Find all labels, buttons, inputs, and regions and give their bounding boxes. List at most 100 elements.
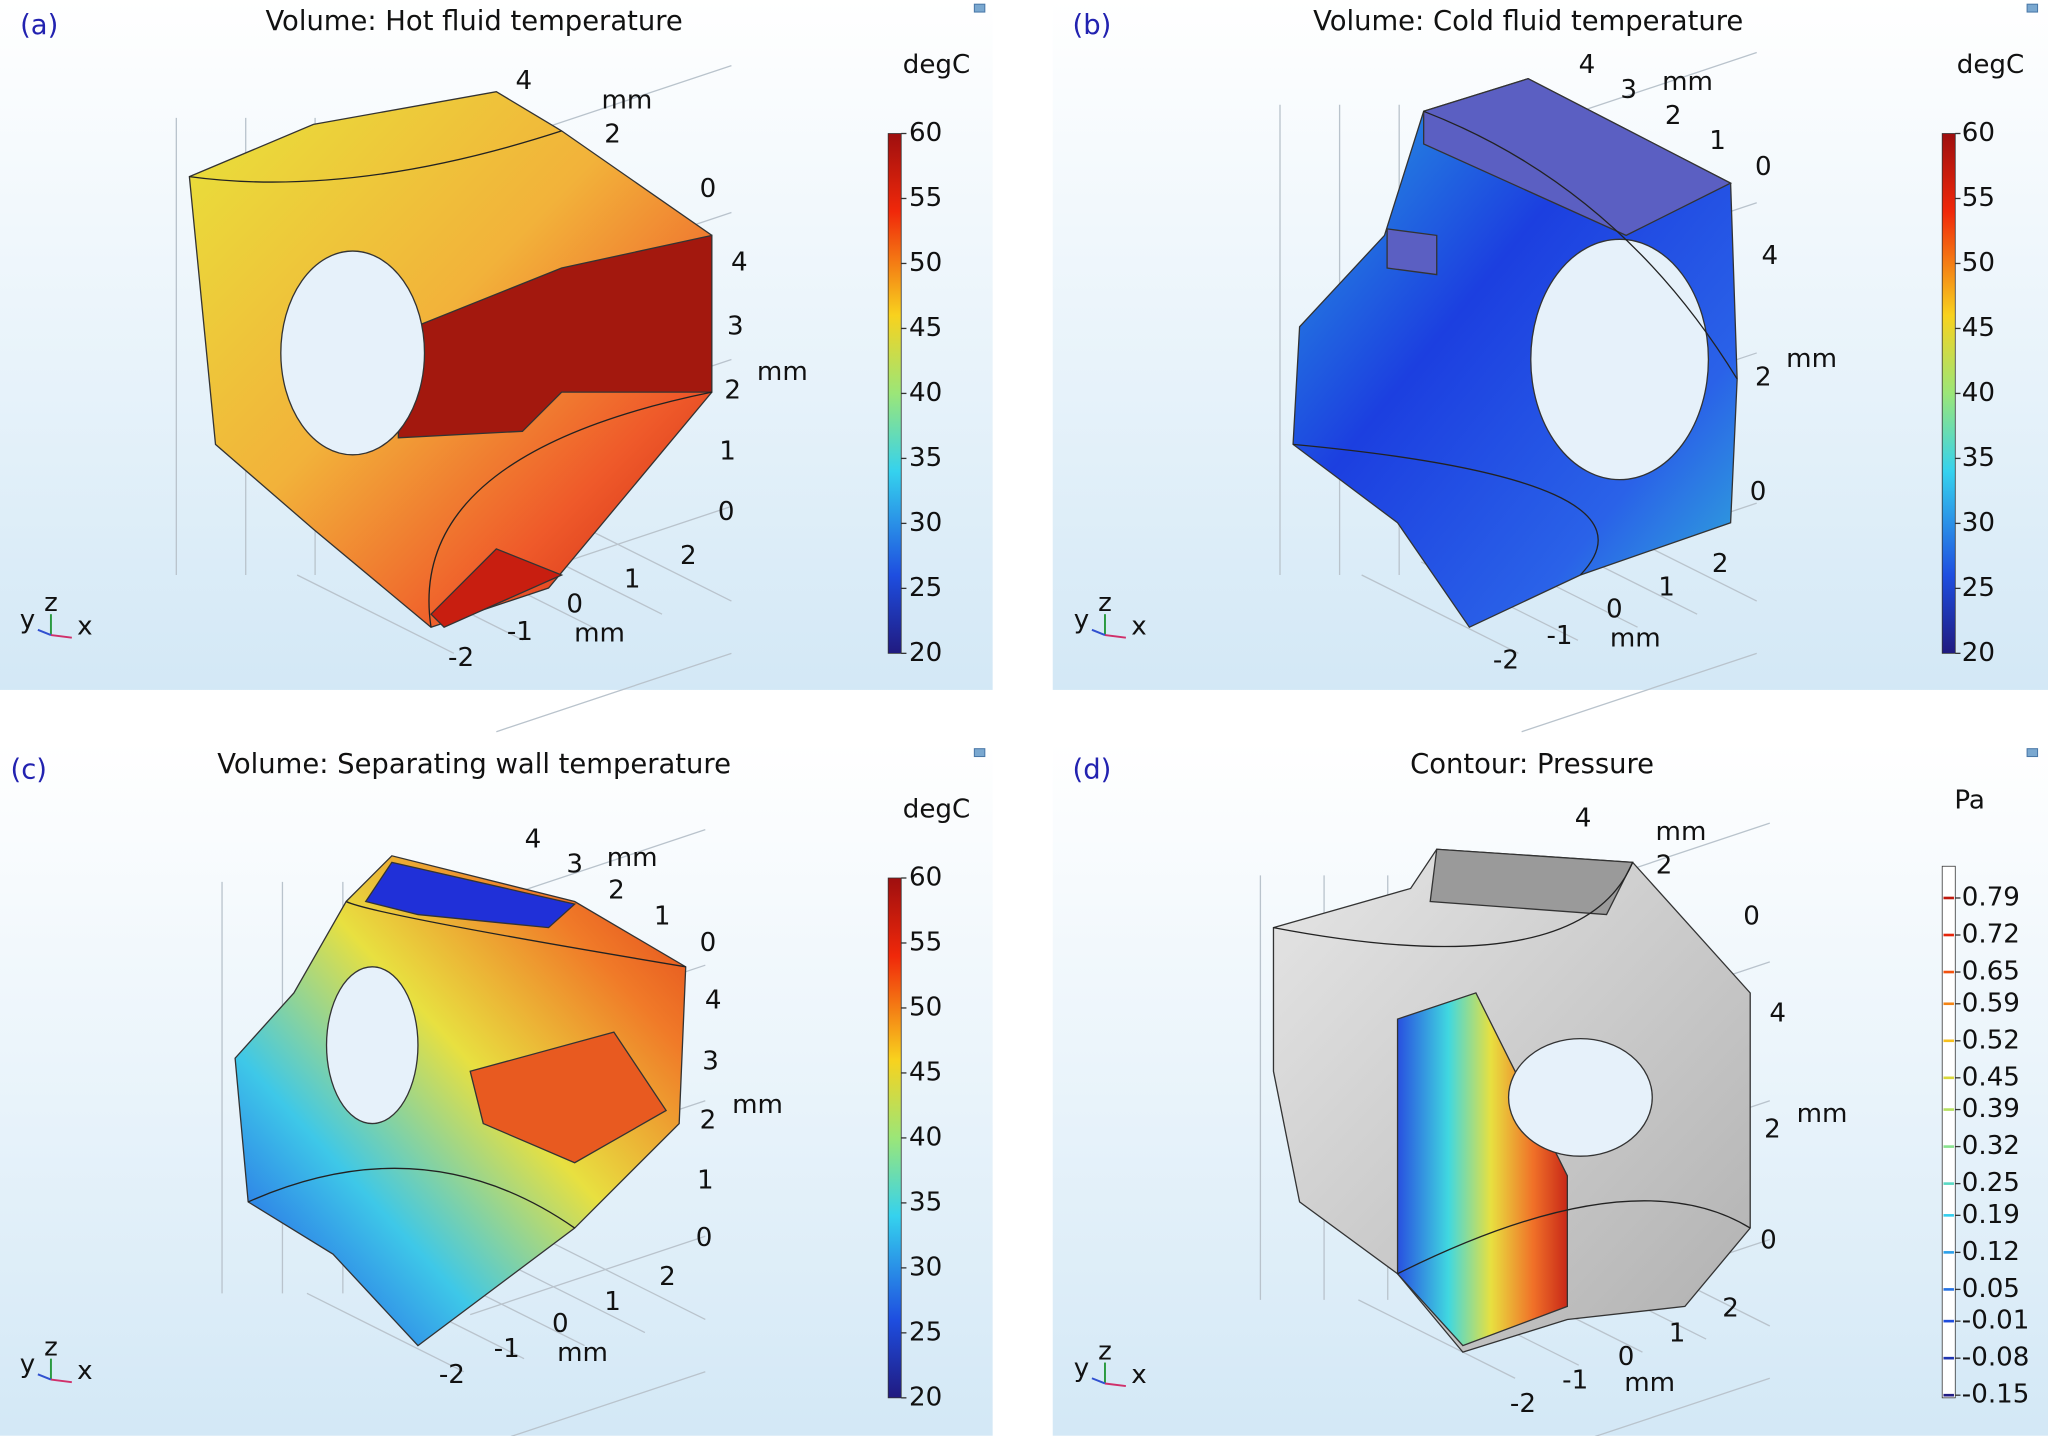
panel-title: Volume: Cold fluid temperature — [1313, 6, 1743, 37]
colorbar-tick-label: 35 — [909, 443, 942, 473]
axis-tick-label: 3 — [566, 849, 583, 879]
colorbar-tick-label: 60 — [1962, 118, 1995, 148]
axis-tick-label: -1 — [1562, 1365, 1588, 1395]
axis-unit: mm — [1610, 623, 1661, 653]
grid-3d — [1594, 1377, 1771, 1436]
triad-axis — [50, 1378, 72, 1384]
colorbar-tick-label: 35 — [909, 1187, 942, 1217]
solid-face — [364, 861, 577, 929]
solid-face — [397, 234, 713, 439]
triad-label: z — [1098, 588, 1112, 618]
axis-tick-label: 2 — [1665, 101, 1682, 131]
axis-tick-label: 1 — [624, 565, 641, 595]
colorbar-tick-label: 0.12 — [1962, 1237, 2020, 1267]
solid-face — [1423, 77, 1733, 237]
panel-label: (c) — [11, 754, 47, 785]
axis-tick-label: 0 — [1743, 902, 1760, 932]
axis-unit: mm — [574, 618, 625, 648]
grid-3d — [510, 1371, 706, 1436]
colorbar-tick-label: 45 — [1962, 313, 1995, 343]
geometry-0 — [175, 64, 732, 733]
grid-3d — [574, 522, 732, 602]
colorbar-tick-label: 60 — [909, 863, 942, 893]
colorbar-tick-label: 30 — [1962, 508, 1995, 538]
axis-tick-label: 2 — [604, 119, 621, 149]
triad-label: y — [1074, 605, 1089, 635]
axis-unit: mm — [607, 843, 658, 873]
export-icon — [973, 748, 986, 758]
colorbar — [1941, 865, 1956, 1399]
axis-tick-label: 0 — [1606, 595, 1623, 625]
colorbar-tick-label: 55 — [909, 183, 942, 213]
axis-tick-label: 0 — [566, 590, 583, 620]
grid-3d — [469, 1235, 706, 1316]
axis-tick-label: 2 — [680, 541, 697, 571]
geometry-3 — [1259, 822, 1771, 1436]
solid-face — [1386, 228, 1438, 276]
axis-tick-label: 0 — [700, 174, 717, 204]
triad-label: z — [1098, 1337, 1112, 1367]
triad-label: y — [20, 1350, 35, 1380]
axis-unit: mm — [732, 1090, 783, 1120]
axis-tick-label: 2 — [659, 1262, 676, 1292]
axis-tick-label: 0 — [1618, 1342, 1635, 1372]
panel-title: Volume: Separating wall temperature — [217, 749, 731, 780]
axis-tick-label: 2 — [1755, 362, 1772, 392]
colorbar-tick-label: 0.19 — [1962, 1200, 2020, 1230]
axis-tick-label: 2 — [1712, 549, 1729, 579]
axis-tick-label: 0 — [1760, 1226, 1777, 1256]
colorbar-tick-label: 0.05 — [1962, 1274, 2020, 1304]
axis-unit: mm — [557, 1338, 608, 1368]
colorbar-unit: Pa — [1954, 785, 1985, 815]
surface-edge — [1273, 862, 1634, 948]
hole — [325, 966, 419, 1125]
axis-unit: mm — [757, 357, 808, 387]
axis-tick-label: 3 — [702, 1047, 719, 1077]
colorbar-unit: degC — [903, 50, 970, 80]
axis-unit: mm — [1656, 817, 1707, 847]
export-icon — [973, 3, 986, 13]
axis-unit: mm — [1624, 1368, 1675, 1398]
triad-axis — [1104, 634, 1126, 639]
axis-tick-label: 0 — [696, 1223, 713, 1253]
triad-axis — [1104, 1382, 1126, 1388]
axis-tick-label: 0 — [552, 1309, 569, 1339]
axis-tick-label: -2 — [1510, 1389, 1536, 1419]
axis-tick-label: 0 — [718, 497, 735, 527]
colorbar-tick-label: 0.32 — [1962, 1131, 2020, 1161]
axis-tick-label: 1 — [719, 437, 736, 467]
triad-axis — [37, 1373, 52, 1381]
grid-3d — [1521, 652, 1757, 733]
axis-tick-label: 4 — [1575, 804, 1592, 834]
axis-tick-label: 2 — [1656, 851, 1673, 881]
solid-face — [430, 548, 564, 629]
axis-tick-label: 3 — [1620, 75, 1637, 105]
triad-label: x — [1131, 1360, 1146, 1390]
panel-title: Volume: Hot fluid temperature — [265, 6, 682, 37]
colorbar — [887, 133, 902, 654]
triad-label: x — [77, 1356, 92, 1386]
axis-tick-label: 1 — [1658, 573, 1675, 603]
axis-tick-label: 0 — [1755, 152, 1772, 182]
geometry-1 — [1279, 51, 1758, 733]
colorbar-tick-label: 35 — [1962, 443, 1995, 473]
axis-unit: mm — [602, 85, 653, 115]
colorbar-tick-label: -0.15 — [1962, 1380, 2030, 1410]
colorbar-tick-label: 45 — [909, 313, 942, 343]
colorbar-tick-label: 0.52 — [1962, 1025, 2020, 1055]
triad-label: x — [77, 612, 92, 642]
axis-tick-label: 4 — [1579, 50, 1596, 80]
surface-edge — [1397, 1200, 1751, 1275]
panel-label: (a) — [20, 10, 58, 41]
panel-title: Contour: Pressure — [1410, 749, 1654, 780]
colorbar-tick-label: 20 — [909, 638, 942, 668]
triad-label: y — [1074, 1354, 1089, 1384]
colorbar-tick-label: 30 — [909, 508, 942, 538]
colorbar-tick-label: 0.39 — [1962, 1094, 2020, 1124]
axis-tick-label: -2 — [448, 643, 474, 673]
axis-tick-label: 2 — [608, 876, 625, 906]
axis-tick-label: 2 — [1764, 1115, 1781, 1145]
axis-tick-label: 2 — [724, 375, 741, 405]
axis-tick-label: 2 — [1722, 1294, 1739, 1324]
